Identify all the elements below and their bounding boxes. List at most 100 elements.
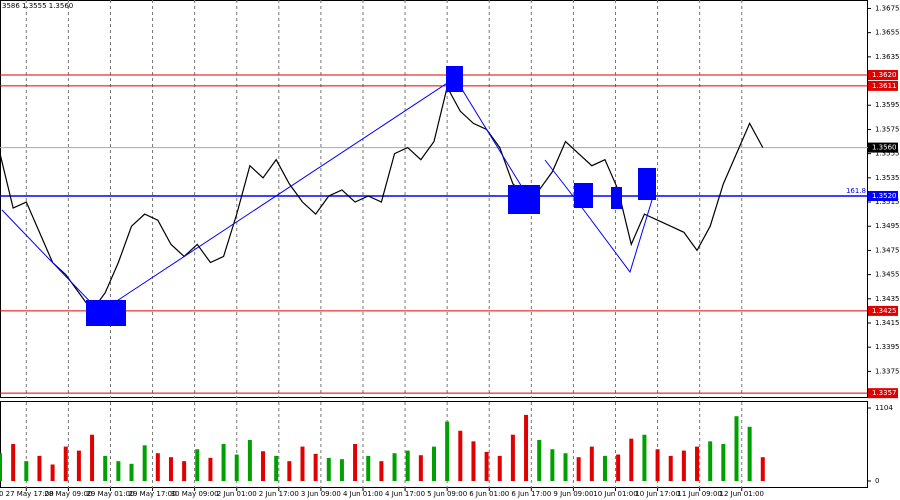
volume-bar: [510, 434, 515, 481]
volume-bar: [103, 455, 108, 481]
volume-bar: [326, 457, 331, 481]
volume-bar: [142, 445, 147, 481]
volume-bar: [234, 454, 239, 481]
x-tick-label: 2 Jun 17:00: [259, 490, 299, 498]
volume-bar: [182, 461, 187, 481]
x-tick-label: 29 May 17:00: [129, 490, 177, 498]
zigzag: [1, 77, 526, 313]
y-tick-label: 1.3495: [875, 222, 900, 230]
volume-bar: [708, 441, 713, 481]
x-tick-label: 11 Jun 09:00: [677, 490, 721, 498]
marker-box: [508, 185, 540, 214]
volume-bar: [695, 446, 700, 481]
volume-bar: [50, 464, 55, 481]
level-label-bg: [868, 70, 898, 81]
marker-box: [638, 168, 656, 200]
marker-box: [446, 66, 463, 92]
x-tick-label: 2 Jun 01:00: [217, 490, 257, 498]
volume-bar: [537, 440, 542, 481]
level-label: 1.3560: [872, 144, 897, 152]
volume-bar: [37, 455, 42, 481]
level-label: 1.3520: [872, 192, 897, 200]
marker-box: [611, 187, 622, 209]
volume-bar: [261, 451, 266, 481]
level-label-bg: [868, 388, 898, 399]
y-tick-label: 1.3375: [875, 367, 900, 375]
volume-bar: [484, 451, 489, 481]
x-tick-label: 12 Jun 01:00: [720, 490, 764, 498]
level-label: 1.3357: [872, 389, 897, 397]
volume-bar: [458, 430, 463, 481]
plot: [0, 0, 868, 488]
volume-bar: [418, 455, 423, 481]
y-tick-label: 1.3515: [875, 198, 900, 206]
marker-box: [86, 300, 126, 326]
y-tick-label: 1.3595: [875, 101, 900, 109]
level-label-bg: [868, 305, 898, 316]
volume-bar: [221, 443, 226, 481]
volume-frame: [0, 401, 868, 488]
x-tick-label: 10 Jun 17:00: [635, 490, 679, 498]
volume-bar: [274, 455, 279, 481]
volume-bar: [247, 440, 252, 481]
level-label-bg: [868, 142, 898, 153]
price-frame: [0, 0, 868, 398]
y-tick-label: 1.3635: [875, 53, 900, 61]
volume-bar: [642, 434, 647, 481]
level-label-bg: [868, 190, 898, 201]
volume-bar: [24, 461, 29, 481]
volume-bar: [90, 434, 95, 481]
level-label-bg: [868, 80, 898, 91]
volume-bar: [589, 446, 594, 481]
x-tick-label: 9 Jun 09:00: [553, 490, 593, 498]
x-tick-label: 30 May 09:00: [171, 490, 219, 498]
y-tick-label: 1.3555: [875, 150, 900, 158]
x-tick-label: 28 May 09:00: [44, 490, 92, 498]
volume-bar: [576, 457, 581, 481]
x-tick-label: 4 Jun 17:00: [385, 490, 425, 498]
zigzag: [544, 159, 653, 274]
pattern: [1, 66, 656, 326]
y-tick-label: 1.3415: [875, 319, 900, 327]
x-tick-label: 6 Jun 01:00: [469, 490, 509, 498]
volume-bar: [313, 453, 318, 481]
volume-bar: [405, 450, 410, 481]
volume-bar: [353, 443, 358, 481]
volume-bar: [300, 446, 305, 481]
y-tick-label: 1.3655: [875, 29, 900, 37]
volume-bar: [287, 461, 292, 481]
level-label: 1.3620: [872, 71, 897, 79]
volume-tick-label: 1104: [875, 404, 893, 412]
x-tick-label: 6 Jun 17:00: [511, 490, 551, 498]
volume-bar: [129, 463, 134, 481]
volume-bar: [681, 450, 686, 481]
volume-bar: [602, 455, 607, 481]
x-tick-label: 5 Jun 09:00: [427, 490, 467, 498]
volume-bar: [392, 453, 397, 481]
volume-bar: [734, 416, 739, 481]
volume-bar: [168, 457, 173, 481]
volume-bar: [0, 453, 2, 481]
volume-bar: [563, 453, 568, 481]
y-tick-label: 1.3395: [875, 343, 900, 351]
volume-bar: [76, 450, 81, 481]
volume-bar: [497, 455, 502, 481]
volume-bar: [11, 443, 16, 481]
header: 3586 1.3555 1.3560: [2, 2, 73, 10]
volume-bar: [655, 449, 660, 481]
marker-box: [574, 183, 593, 208]
y-tick-label: 1.3575: [875, 125, 900, 133]
volume-bar: [616, 454, 621, 481]
volume-bar: [445, 421, 450, 481]
volume-bar: [379, 461, 384, 481]
volume-tick-label: 0: [875, 477, 879, 485]
y-tick-label: 1.3535: [875, 174, 900, 182]
volume-bar: [432, 446, 436, 481]
level-label: 1.3611: [872, 82, 897, 90]
level-name: 161.8: [846, 187, 866, 195]
volume-bar: [629, 438, 634, 481]
x-tick-label: 29 May 01:00: [86, 490, 134, 498]
volume-bar: [747, 426, 752, 481]
volume-bar: [524, 414, 529, 481]
